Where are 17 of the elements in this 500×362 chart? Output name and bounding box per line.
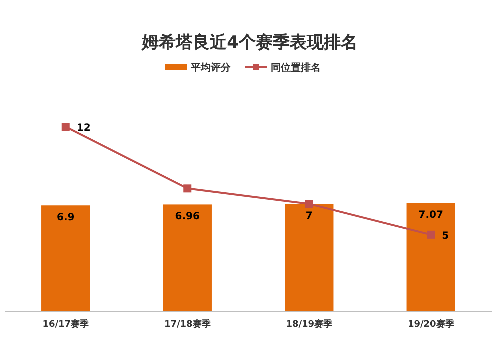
x-tick-label: 18/19赛季 [286, 319, 334, 330]
chart-title: 姆希塔良近4个赛季表现排名 [141, 33, 358, 53]
point [184, 184, 192, 193]
legend-label: 同位置排名 [271, 62, 321, 74]
point [62, 123, 70, 131]
point [305, 200, 314, 208]
x-tick-label: 17/18赛季 [164, 319, 212, 330]
data-label: 7 [306, 211, 313, 222]
data-label: 12 [76, 123, 91, 134]
x-tick-label: 19/20赛季 [408, 319, 456, 330]
data-label: 7.07 [418, 210, 444, 222]
legend-label: 平均评分 [190, 62, 232, 74]
data-label: 6.9 [57, 212, 75, 224]
data-label: 5 [442, 230, 450, 242]
point [427, 230, 436, 239]
x-tick-label: 16/17赛季 [42, 319, 90, 330]
data-label: 6.96 [175, 212, 200, 223]
